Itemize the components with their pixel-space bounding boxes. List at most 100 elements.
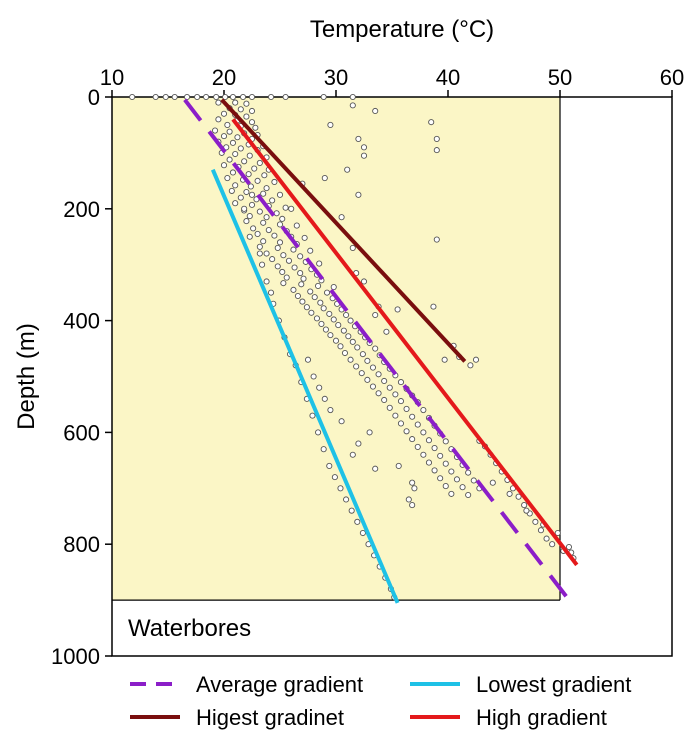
data-point xyxy=(426,460,431,465)
data-point xyxy=(361,279,366,284)
data-point xyxy=(471,478,476,483)
data-point xyxy=(398,398,403,403)
data-point xyxy=(298,254,303,259)
data-point xyxy=(153,94,158,99)
data-point xyxy=(244,101,249,106)
data-point xyxy=(277,240,282,245)
data-point xyxy=(321,94,326,99)
data-point xyxy=(328,122,333,127)
data-point xyxy=(253,125,258,130)
data-point xyxy=(262,173,267,178)
data-point xyxy=(315,283,320,288)
data-point xyxy=(268,290,273,295)
data-point xyxy=(490,480,495,485)
data-point xyxy=(221,134,226,139)
data-point xyxy=(331,284,336,289)
data-point xyxy=(247,213,252,218)
data-point xyxy=(336,322,341,327)
data-point xyxy=(533,519,538,524)
data-point xyxy=(507,491,512,496)
data-point xyxy=(398,421,403,426)
data-point xyxy=(295,293,300,298)
data-point xyxy=(473,357,478,362)
data-point xyxy=(382,397,387,402)
data-point xyxy=(333,338,338,343)
data-point xyxy=(214,94,219,99)
x-tick-label: 20 xyxy=(212,65,236,90)
data-point xyxy=(356,441,361,446)
data-point xyxy=(203,94,208,99)
data-point xyxy=(412,486,417,491)
data-point xyxy=(315,430,320,435)
legend-label-average-gradient: Average gradient xyxy=(196,672,363,697)
data-point xyxy=(431,304,436,309)
data-point xyxy=(328,407,333,412)
data-point xyxy=(314,316,319,321)
data-point xyxy=(281,281,286,286)
data-point xyxy=(272,179,277,184)
data-point xyxy=(272,233,277,238)
x-axis-title: Temperature (°C) xyxy=(310,16,494,43)
data-point xyxy=(544,536,549,541)
data-point xyxy=(261,220,266,225)
data-point xyxy=(429,120,434,125)
data-point xyxy=(324,290,329,295)
data-point xyxy=(410,502,415,507)
data-point xyxy=(247,234,252,239)
data-point xyxy=(233,183,238,188)
data-point xyxy=(370,365,375,370)
data-point xyxy=(291,247,296,252)
data-point xyxy=(252,166,257,171)
data-point xyxy=(319,321,324,326)
data-point xyxy=(230,94,235,99)
data-point xyxy=(359,371,364,376)
data-point xyxy=(415,422,420,427)
data-point xyxy=(434,237,439,242)
data-point xyxy=(195,94,200,99)
data-point xyxy=(270,198,275,203)
data-point xyxy=(251,226,256,231)
data-point xyxy=(312,295,317,300)
data-point xyxy=(229,188,234,193)
data-point xyxy=(268,94,273,99)
data-point xyxy=(246,172,251,177)
data-point xyxy=(432,468,437,473)
data-point xyxy=(289,206,294,211)
data-point xyxy=(318,300,323,305)
data-point xyxy=(242,206,247,211)
data-point xyxy=(230,170,235,175)
data-point xyxy=(331,317,336,322)
data-point xyxy=(466,492,471,497)
data-point xyxy=(257,209,262,214)
data-point xyxy=(259,262,264,267)
data-point xyxy=(355,345,360,350)
data-point xyxy=(415,444,420,449)
data-point xyxy=(449,469,454,474)
data-point xyxy=(310,413,315,418)
data-point xyxy=(550,542,555,547)
legend-label-high-gradient: High gradient xyxy=(476,705,607,730)
data-point xyxy=(308,289,313,294)
data-point xyxy=(249,202,254,207)
data-point xyxy=(280,216,285,221)
y-tick-label: 1000 xyxy=(51,644,100,669)
y-tick-label: 0 xyxy=(88,85,100,110)
data-point xyxy=(376,391,381,396)
data-point xyxy=(294,223,299,228)
data-point xyxy=(327,311,332,316)
data-point xyxy=(524,508,529,513)
data-point xyxy=(348,318,353,323)
data-point xyxy=(308,248,313,253)
data-point xyxy=(212,128,217,133)
data-point xyxy=(438,476,443,481)
data-point xyxy=(261,191,266,196)
data-point xyxy=(421,407,426,412)
data-point xyxy=(172,94,177,99)
data-point xyxy=(382,378,387,383)
data-point xyxy=(442,357,447,362)
data-point xyxy=(304,305,309,310)
data-point xyxy=(323,327,328,332)
data-point xyxy=(395,307,400,312)
data-point xyxy=(355,519,360,524)
y-axis-title: Depth (m) xyxy=(13,323,40,430)
